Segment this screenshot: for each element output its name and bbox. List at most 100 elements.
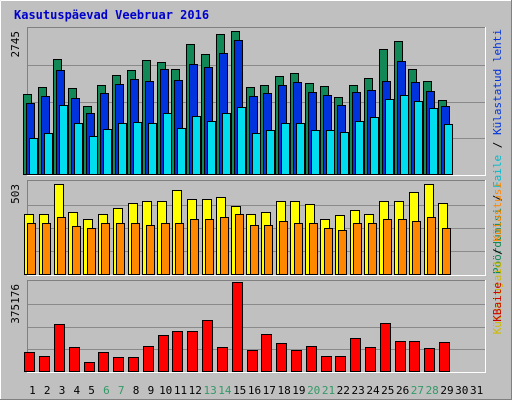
series-kbaite — [24, 282, 450, 372]
bar — [353, 223, 362, 275]
y-max-label: 503 — [9, 184, 22, 204]
bar — [296, 123, 305, 175]
bar — [232, 282, 243, 372]
bar — [187, 331, 198, 372]
bar — [266, 130, 275, 175]
x-tick-label: 29 — [440, 384, 453, 397]
bar — [412, 221, 421, 275]
x-tick-label: 14 — [218, 384, 232, 397]
bar — [321, 356, 332, 372]
bar — [205, 219, 214, 275]
x-tick-label: 27 — [411, 384, 424, 397]
panel-legend-label: Pöördumisi / Faile / Külastatud lehti — [491, 29, 504, 274]
bar — [429, 108, 438, 175]
bar — [192, 116, 201, 175]
x-tick-label: 3 — [59, 384, 66, 397]
bar — [350, 338, 361, 372]
legend-entry: Külastajaid — [491, 261, 504, 334]
bar — [326, 130, 335, 175]
legend-entry: Külastusi — [491, 182, 504, 242]
bar — [400, 95, 409, 175]
bar — [395, 341, 406, 372]
legend-entry: Pöördumisi — [491, 208, 504, 274]
bar — [103, 129, 112, 175]
bar — [128, 357, 139, 372]
bar — [24, 352, 35, 372]
bar — [237, 107, 246, 175]
bar — [113, 357, 124, 372]
x-tick-label: 17 — [263, 384, 276, 397]
bar — [324, 228, 333, 275]
legend-entry: Faile — [491, 155, 504, 188]
bar — [340, 132, 349, 175]
bar — [261, 334, 272, 372]
bar — [69, 347, 80, 372]
bar — [281, 123, 290, 175]
x-tick-label: 19 — [292, 384, 305, 397]
bar — [424, 348, 435, 372]
x-tick-label: 7 — [118, 384, 125, 397]
x-tick-label: 11 — [174, 384, 187, 397]
legend-entry: / — [491, 188, 504, 208]
x-tick-label: 20 — [307, 384, 320, 397]
bar — [74, 123, 83, 175]
bar — [398, 219, 407, 275]
bar — [383, 219, 392, 275]
bar — [44, 133, 53, 175]
bar — [133, 122, 142, 175]
bar — [291, 350, 302, 372]
x-tick-label: 2 — [44, 384, 51, 397]
legend-entry: KBaite — [491, 282, 504, 322]
x-tick-label: 8 — [133, 384, 140, 397]
bar — [235, 214, 244, 275]
panel-bottom: 375176 KBaite — [9, 280, 504, 373]
bar — [365, 347, 376, 372]
bar — [84, 362, 95, 372]
bar — [158, 335, 169, 372]
bar — [222, 113, 231, 175]
series-külastusi — [27, 214, 451, 275]
bar — [380, 323, 391, 372]
x-tick-label: 1 — [29, 384, 36, 397]
chart-panels: 2745 Pöördumisi / Faile / Külastatud leht… — [9, 27, 504, 373]
bar — [439, 342, 450, 372]
x-tick-label: 18 — [277, 384, 290, 397]
bar — [148, 123, 157, 175]
x-tick-label: 28 — [426, 384, 439, 397]
bar — [444, 124, 453, 175]
x-tick-label: 15 — [233, 384, 246, 397]
x-tick-label: 25 — [381, 384, 394, 397]
bar — [190, 219, 199, 275]
bar — [72, 226, 81, 275]
legend-entry: / — [491, 135, 504, 155]
panel-legend-label: KBaite — [491, 282, 504, 322]
bar — [29, 138, 38, 175]
bar — [294, 223, 303, 275]
x-tick-label: 21 — [322, 384, 335, 397]
bar — [42, 223, 51, 275]
bar — [427, 217, 436, 275]
bar — [131, 223, 140, 275]
bar — [98, 352, 109, 372]
x-tick-label: 4 — [73, 384, 80, 397]
panel-middle: 503 Külastajaid / Külastusi — [9, 180, 504, 334]
bar — [311, 130, 320, 175]
y-max-label: 375176 — [9, 284, 22, 324]
bar — [116, 223, 125, 275]
bar — [355, 121, 364, 175]
panel-top: 2745 Pöördumisi / Faile / Külastatud leht… — [9, 27, 504, 274]
bar — [247, 350, 258, 372]
series-faile — [29, 95, 453, 175]
bar — [57, 217, 66, 275]
x-tick-label: 13 — [203, 384, 216, 397]
bar — [368, 223, 377, 275]
bar — [309, 223, 318, 275]
bar — [370, 117, 379, 175]
bar — [175, 223, 184, 275]
bar — [414, 101, 423, 175]
bar — [118, 123, 127, 175]
bar — [217, 347, 228, 372]
x-tick-label: 30 — [455, 384, 468, 397]
